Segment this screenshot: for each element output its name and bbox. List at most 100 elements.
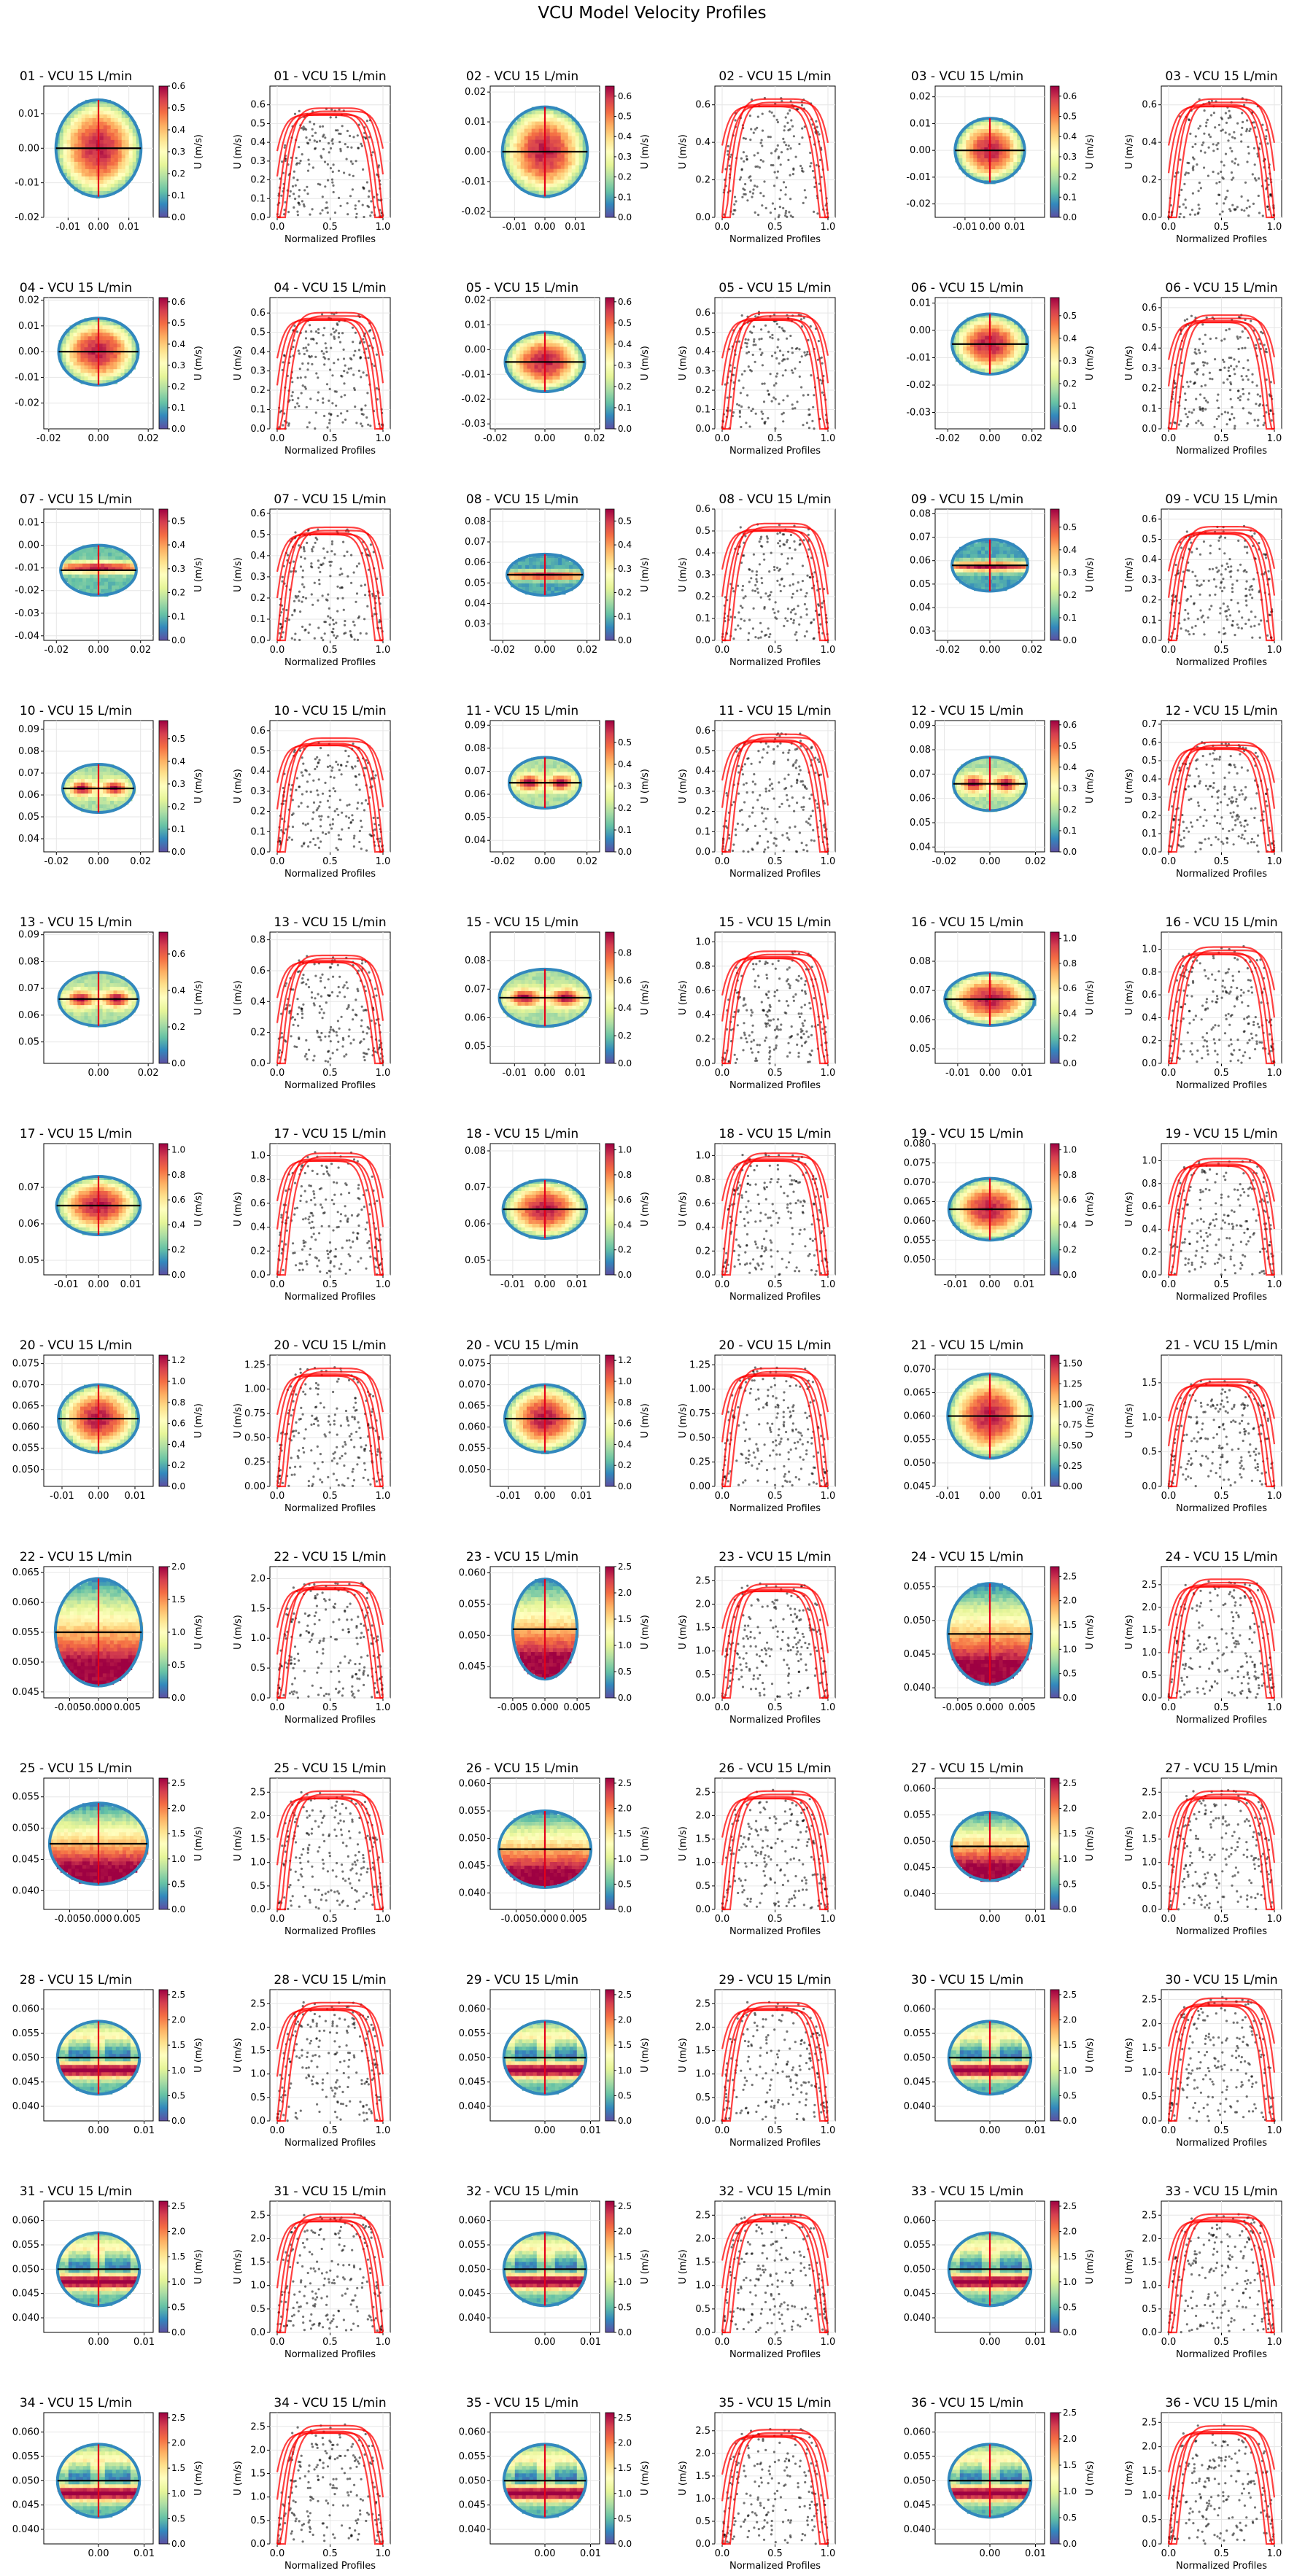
field-cell [67,158,71,162]
field-cell [104,169,107,173]
profile-point-black [734,196,736,198]
field-cell [535,166,539,169]
profile-point-black [793,135,795,137]
x-tick-label: 1.0 [376,222,391,233]
field-cell [546,144,550,147]
profile-point-black [339,133,341,135]
field-cell [977,122,980,125]
field-cell [85,136,89,140]
field-cell [78,151,82,155]
field-cell [980,158,984,162]
field-cell [535,180,539,184]
field-cell [129,125,133,129]
field-cell [71,162,74,166]
profile-point-black [760,141,762,144]
y-tick-label: 0.2 [695,175,710,186]
field-cell [565,184,568,187]
profile-point-black [772,202,774,204]
profile-point-black [1218,181,1220,183]
field-cell [133,162,136,166]
field-cell [129,166,133,169]
field-cell [85,122,89,125]
field-cell [93,140,96,144]
profile-point-black [754,212,756,214]
profile-point-black [332,142,334,144]
y-tick-label: 0.2 [250,175,266,186]
field-cell [546,136,550,140]
field-cell [532,111,535,115]
x-tick-label: 1.0 [821,222,836,233]
field-cell [973,144,977,147]
profile-point-black [320,155,322,157]
field-cell [107,158,111,162]
profile-point-black [756,127,758,129]
field-cell [524,166,528,169]
field-cell [74,122,78,125]
profile-point-black [1241,127,1243,129]
profile-point-black [338,170,340,172]
field-cell [82,144,85,147]
field-cell [973,125,977,129]
field-cell [532,173,535,176]
field-cell [78,176,82,180]
profile-point-black [735,200,737,202]
field-cell [89,118,93,122]
field-cell [510,166,514,169]
profile-point-black [816,164,818,166]
profile-point-black [378,164,380,166]
field-cell [579,147,583,151]
profile-point-black [749,139,751,141]
field-cell [546,184,550,187]
profile-point-black [756,166,759,168]
field-cell [107,184,111,187]
profile-point-black [802,202,805,204]
profile-point-black [331,182,333,184]
field-cell [100,184,104,187]
profile-point-black [728,165,730,167]
field-cell [514,136,517,140]
field-cell [118,136,122,140]
field-cell [999,144,1002,147]
field-cell [125,118,129,122]
profile-point-black [1183,216,1185,218]
profile-point-black [743,193,745,195]
profile-point-black [1231,204,1234,206]
field-cell [85,144,89,147]
profile-point-black [308,163,310,166]
field-cell [999,158,1002,162]
field-cell [528,173,532,176]
field-cell [514,162,517,166]
field-cell [100,140,104,144]
profile-point-black [1223,177,1225,179]
profile-point-black [789,147,791,150]
field-cell [999,166,1002,169]
field-cell [100,129,104,133]
field-cell [539,155,543,158]
field-cell [572,166,576,169]
field-cell [521,155,524,158]
profile-point-black [314,132,317,134]
y-tick-label: 0.00 [18,143,39,154]
field-cell [129,155,133,158]
field-cell [1013,133,1017,136]
colorbar [605,86,614,217]
field-cell [554,111,557,115]
field-cell [521,180,524,184]
profile-point-black [339,205,341,207]
colorbar [1050,86,1059,217]
field-cell [514,166,517,169]
field-cell [104,158,107,162]
field-cell [524,180,528,184]
field-cell [572,133,576,136]
profile-point-black [774,208,776,210]
field-cell [969,136,973,140]
field-cell [561,158,565,162]
field-cell [554,140,557,144]
field-cell [568,147,572,151]
profile-point-black [804,189,806,191]
field-cell [1002,136,1006,140]
field-cell [104,162,107,166]
field-cell [89,180,93,184]
field-cell [104,144,107,147]
field-cell [510,158,514,162]
